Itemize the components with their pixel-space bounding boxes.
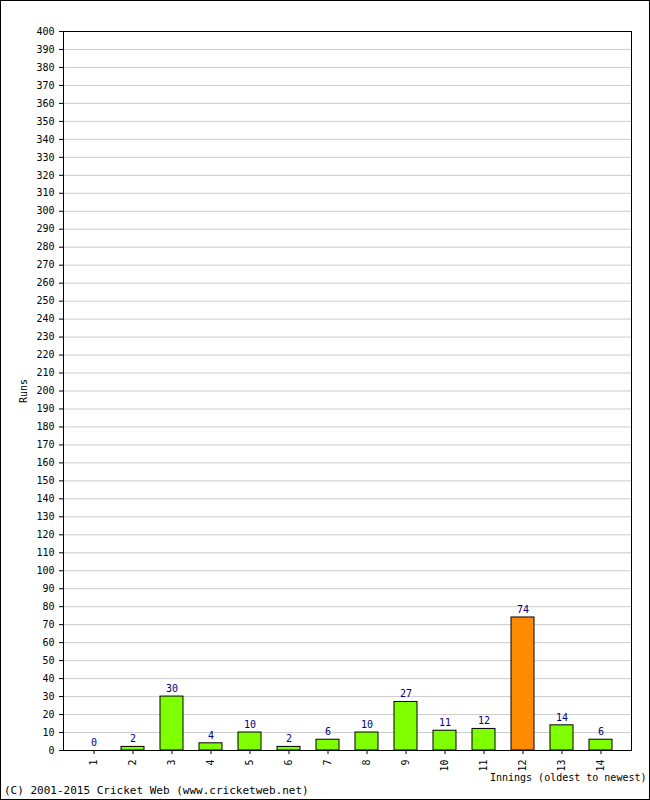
svg-text:270: 270 [36, 259, 54, 270]
svg-text:290: 290 [36, 223, 54, 234]
svg-text:2: 2 [286, 733, 292, 744]
svg-text:Innings (oldest to newest): Innings (oldest to newest) [490, 772, 647, 783]
svg-text:12: 12 [478, 715, 490, 726]
svg-text:300: 300 [36, 205, 54, 216]
svg-text:310: 310 [36, 187, 54, 198]
svg-text:74: 74 [517, 604, 529, 615]
svg-text:10: 10 [439, 760, 450, 772]
svg-text:180: 180 [36, 421, 54, 432]
svg-text:6: 6 [325, 726, 331, 737]
svg-text:60: 60 [42, 637, 54, 648]
svg-text:8: 8 [361, 760, 372, 766]
svg-text:80: 80 [42, 601, 54, 612]
svg-text:27: 27 [400, 688, 412, 699]
svg-text:2: 2 [127, 760, 138, 766]
svg-text:280: 280 [36, 241, 54, 252]
svg-text:140: 140 [36, 493, 54, 504]
svg-text:110: 110 [36, 547, 54, 558]
svg-text:190: 190 [36, 403, 54, 414]
svg-text:30: 30 [166, 683, 178, 694]
svg-text:13: 13 [556, 760, 567, 772]
svg-text:0: 0 [48, 745, 54, 756]
svg-text:6: 6 [598, 726, 604, 737]
svg-text:50: 50 [42, 655, 54, 666]
svg-text:12: 12 [517, 760, 528, 772]
svg-text:9: 9 [400, 760, 411, 766]
html-text:(C) 2001-2015 Cricket Web (www: (C) 2001-2015 Cricket Web (www.cricketwe… [4, 784, 309, 797]
svg-text:3: 3 [166, 760, 177, 766]
svg-text:130: 130 [36, 511, 54, 522]
svg-text:160: 160 [36, 457, 54, 468]
svg-text:380: 380 [36, 62, 54, 73]
svg-text:210: 210 [36, 367, 54, 378]
svg-text:4: 4 [208, 730, 214, 741]
svg-text:150: 150 [36, 475, 54, 486]
svg-text:220: 220 [36, 349, 54, 360]
svg-text:10: 10 [42, 727, 54, 738]
svg-text:Runs: Runs [18, 379, 29, 403]
svg-text:20: 20 [42, 709, 54, 720]
svg-text:250: 250 [36, 295, 54, 306]
svg-text:230: 230 [36, 331, 54, 342]
svg-text:0: 0 [91, 737, 97, 748]
svg-text:320: 320 [36, 170, 54, 181]
svg-text:2: 2 [130, 733, 136, 744]
svg-text:70: 70 [42, 619, 54, 630]
svg-text:170: 170 [36, 439, 54, 450]
svg-text:350: 350 [36, 116, 54, 127]
svg-text:14: 14 [556, 712, 568, 723]
svg-text:11: 11 [439, 717, 451, 728]
svg-text:6: 6 [283, 760, 294, 766]
svg-text:240: 240 [36, 313, 54, 324]
svg-text:100: 100 [36, 565, 54, 576]
svg-text:330: 330 [36, 152, 54, 163]
svg-text:14: 14 [595, 760, 606, 772]
svg-text:120: 120 [36, 529, 54, 540]
svg-text:360: 360 [36, 98, 54, 109]
svg-text:10: 10 [244, 719, 256, 730]
svg-text:5: 5 [244, 760, 255, 766]
svg-text:30: 30 [42, 691, 54, 702]
svg-text:40: 40 [42, 673, 54, 684]
svg-text:400: 400 [36, 26, 54, 37]
svg-text:1: 1 [88, 760, 99, 766]
svg-text:340: 340 [36, 134, 54, 145]
svg-text:90: 90 [42, 583, 54, 594]
svg-text:390: 390 [36, 44, 54, 55]
svg-text:200: 200 [36, 385, 54, 396]
svg-text:11: 11 [478, 760, 489, 772]
svg-text:10: 10 [361, 719, 373, 730]
svg-text:260: 260 [36, 277, 54, 288]
svg-text:370: 370 [36, 80, 54, 91]
svg-text:4: 4 [205, 760, 216, 766]
svg-text:7: 7 [322, 760, 333, 766]
